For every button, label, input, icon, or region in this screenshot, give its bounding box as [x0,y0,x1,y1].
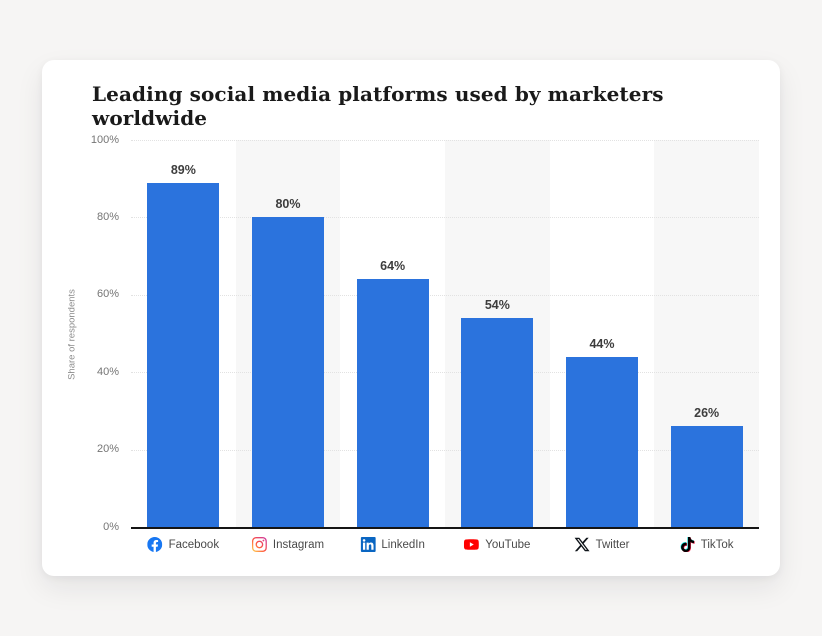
facebook-icon [147,537,163,552]
platform-label: Instagram [272,538,325,551]
y-tick-label: 60% [96,288,119,301]
y-tick-label: 80% [96,210,119,223]
bar-value-label: 54% [484,298,510,313]
gridline [131,294,759,296]
tiktok-icon [680,537,695,552]
youtube-icon [464,537,480,552]
x-axis-label-linkedin: LinkedIn [360,537,425,552]
y-tick-label: 0% [103,520,119,533]
y-tick-label: 20% [96,443,119,456]
bar-value-label: 44% [589,336,615,351]
y-tick-label: 40% [96,365,119,378]
y-tick-label: 100% [90,133,119,146]
bar-value-label: 64% [380,259,406,274]
gridline [131,140,759,141]
plot-area: 89% 80% 64% 54% 44% 26% [131,140,759,529]
bar-value-label: 26% [694,406,720,421]
linkedin-icon [360,537,376,552]
chart-title: Leading social media platforms used by m… [92,82,664,130]
platform-label: YouTube [485,538,531,551]
platform-label: TikTok [700,538,734,551]
bar-value-label: 80% [275,197,301,212]
x-axis-label-instagram: Instagram [251,537,325,552]
twitter-x-icon [574,537,590,552]
platform-label: Facebook [168,538,220,551]
bar-youtube [461,318,534,527]
gridline [131,449,759,451]
bar-tiktok [670,426,743,527]
bar-facebook [147,182,220,527]
x-axis-label-youtube: YouTube [464,537,530,552]
platform-label: LinkedIn [381,538,425,551]
x-axis-label-twitter: Twitter [574,537,630,552]
gridline [131,217,759,219]
bar-linkedin [356,279,429,527]
gridline [131,372,759,374]
bar-twitter [566,356,638,527]
chart-card: Leading social media platforms used by m… [42,60,780,576]
instagram-icon [251,537,267,552]
bar-value-label: 89% [170,162,196,177]
x-axis-line [131,527,759,529]
x-axis-label-tiktok: TikTok [680,537,734,552]
bar-instagram [252,217,324,527]
y-axis-title: Share of respondents [66,289,78,380]
platform-label: Twitter [595,538,630,551]
x-axis-label-facebook: Facebook [147,537,220,552]
